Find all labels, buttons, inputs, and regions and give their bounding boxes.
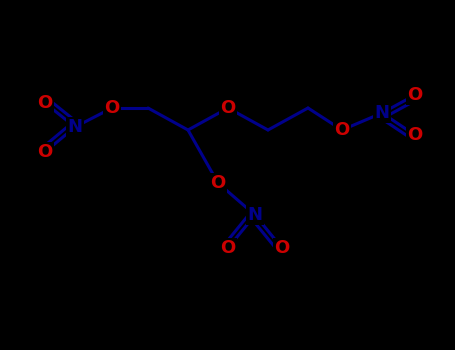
Text: O: O [274, 239, 290, 257]
Text: O: O [220, 99, 236, 117]
Text: O: O [407, 126, 423, 144]
Text: O: O [104, 99, 120, 117]
Text: N: N [67, 118, 82, 136]
Text: O: O [37, 94, 53, 112]
Text: N: N [248, 206, 263, 224]
Text: O: O [210, 174, 226, 192]
Text: O: O [407, 86, 423, 104]
Text: O: O [220, 239, 236, 257]
Text: O: O [334, 121, 349, 139]
Text: N: N [374, 104, 389, 122]
Text: O: O [37, 143, 53, 161]
